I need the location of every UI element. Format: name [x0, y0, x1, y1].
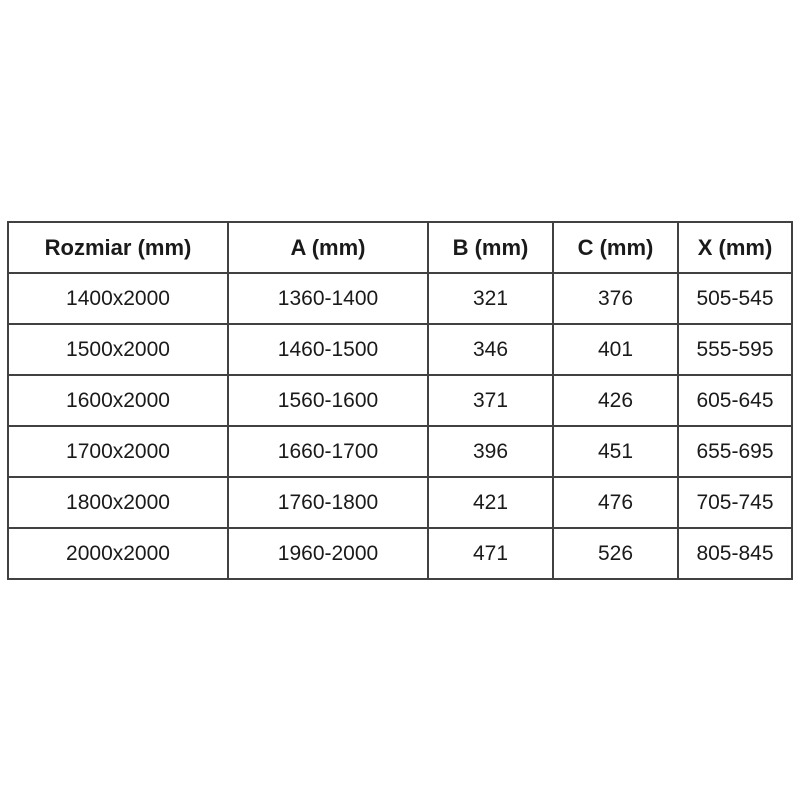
table-row: 1700x2000 1660-1700 396 451 655-695 [7, 425, 793, 478]
cell-rozmiar: 1700x2000 [7, 425, 229, 478]
cell-a: 1760-1800 [227, 476, 429, 529]
table-row: 1600x2000 1560-1600 371 426 605-645 [7, 374, 793, 427]
cell-b: 421 [427, 476, 554, 529]
cell-b: 346 [427, 323, 554, 376]
column-header-a: A (mm) [227, 221, 429, 274]
cell-b: 371 [427, 374, 554, 427]
cell-a: 1560-1600 [227, 374, 429, 427]
cell-a: 1460-1500 [227, 323, 429, 376]
cell-c: 426 [552, 374, 679, 427]
table-row: 2000x2000 1960-2000 471 526 805-845 [7, 527, 793, 580]
cell-x: 705-745 [677, 476, 793, 529]
cell-a: 1660-1700 [227, 425, 429, 478]
cell-x: 605-645 [677, 374, 793, 427]
cell-c: 376 [552, 272, 679, 325]
size-table: Rozmiar (mm) A (mm) B (mm) C (mm) X (mm)… [7, 221, 793, 580]
cell-x: 555-595 [677, 323, 793, 376]
cell-x: 805-845 [677, 527, 793, 580]
table-row: 1400x2000 1360-1400 321 376 505-545 [7, 272, 793, 325]
cell-rozmiar: 2000x2000 [7, 527, 229, 580]
column-header-b: B (mm) [427, 221, 554, 274]
cell-x: 505-545 [677, 272, 793, 325]
cell-c: 451 [552, 425, 679, 478]
cell-b: 396 [427, 425, 554, 478]
table-wrapper: Rozmiar (mm) A (mm) B (mm) C (mm) X (mm)… [7, 221, 793, 580]
cell-b: 321 [427, 272, 554, 325]
cell-rozmiar: 1400x2000 [7, 272, 229, 325]
cell-rozmiar: 1600x2000 [7, 374, 229, 427]
cell-rozmiar: 1500x2000 [7, 323, 229, 376]
cell-c: 401 [552, 323, 679, 376]
cell-c: 476 [552, 476, 679, 529]
cell-x: 655-695 [677, 425, 793, 478]
column-header-x: X (mm) [677, 221, 793, 274]
cell-a: 1360-1400 [227, 272, 429, 325]
column-header-c: C (mm) [552, 221, 679, 274]
cell-b: 471 [427, 527, 554, 580]
column-header-rozmiar: Rozmiar (mm) [7, 221, 229, 274]
cell-c: 526 [552, 527, 679, 580]
cell-rozmiar: 1800x2000 [7, 476, 229, 529]
cell-a: 1960-2000 [227, 527, 429, 580]
table-row: 1500x2000 1460-1500 346 401 555-595 [7, 323, 793, 376]
table-row: 1800x2000 1760-1800 421 476 705-745 [7, 476, 793, 529]
header-row: Rozmiar (mm) A (mm) B (mm) C (mm) X (mm) [7, 221, 793, 274]
